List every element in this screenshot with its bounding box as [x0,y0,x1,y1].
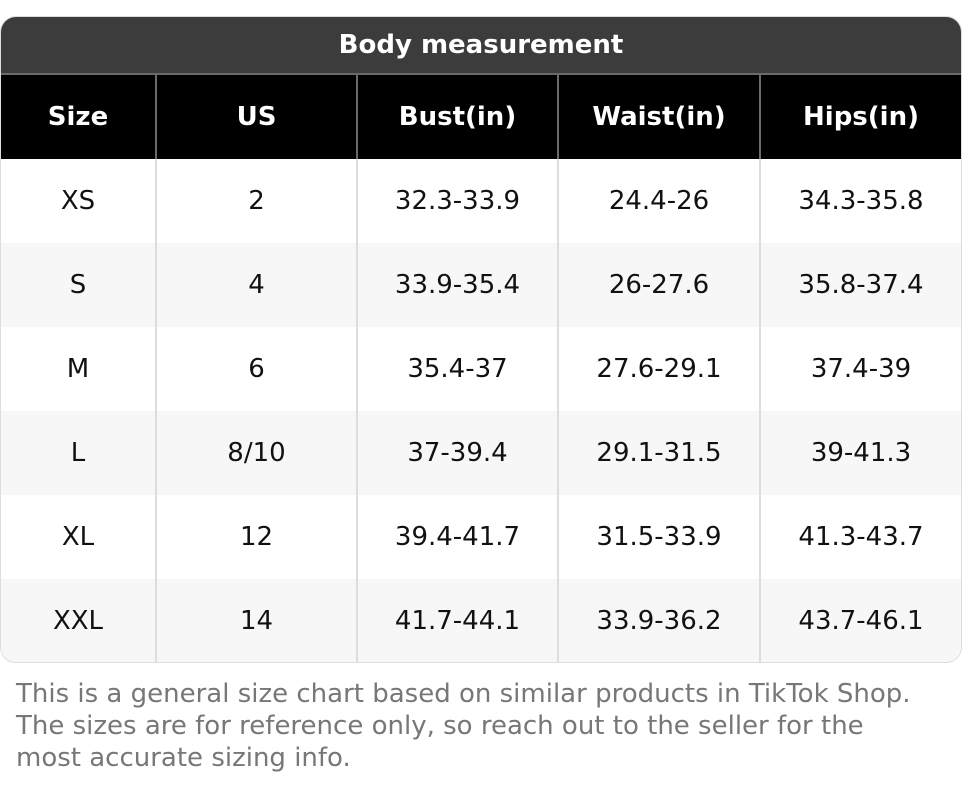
disclaimer-note: This is a general size chart based on si… [16,679,911,773]
table-cell: 27.6-29.1 [557,327,760,411]
table-cell: 39.4-41.7 [356,495,558,579]
table-cell: 37.4-39 [759,327,961,411]
table-cell: 33.9-35.4 [356,243,558,327]
column-header: Size [1,75,156,159]
column-header: US [155,75,357,159]
table-cell: 35.4-37 [356,327,558,411]
table-cell: 4 [155,243,357,327]
table-cell: L [1,411,156,495]
table-cell: 39-41.3 [759,411,961,495]
table-cell: M [66,354,90,384]
table-cell: 33.9-36.2 [557,579,760,662]
table-row: XS 2 32.3-33.9 24.4-26 34.3-35.8 [1,159,961,243]
table-cell: S [1,243,156,327]
table-cell: 41.3-43.7 [759,495,961,579]
table-cell: 6 [155,327,357,411]
table-row: M 6 35.4-37 27.6-29.1 37.4-39 [1,327,961,411]
table-cell: 35.8-37.4 [759,243,961,327]
table-cell: 37-39.4 [356,411,558,495]
size-table: Size US Bust(in) Waist(in) Hips(in) XS 2 3… [1,75,961,662]
column-header: Bust(in) [356,75,558,159]
table-cell: 24.4-26 [557,159,760,243]
table-cell: 34.3-35.8 [759,159,961,243]
table-cell: XL [61,522,95,552]
table-cell: 41.7-44.1 [356,579,558,662]
table-cell: 43.7-46.1 [759,579,961,662]
column-header: Hips(in) [759,75,961,159]
table-cell: 8/10 [155,411,357,495]
table-cell: XS [60,186,96,216]
table-row: XL 12 39.4-41.7 31.5-33.9 41.3-43.7 [1,495,961,579]
table-row: S 4 33.9-35.4 26-27.6 35.8-37.4 [1,243,961,327]
table-cell: 31.5-33.9 [557,495,760,579]
table-row: XXL 14 41.7-44.1 33.9-36.2 43.7-46.1 [1,579,961,662]
table-row: L 8/10 37-39.4 29.1-31.5 39-41.3 [1,411,961,495]
table-cell: 26-27.6 [557,243,760,327]
chart-title: Body measurement [1,17,961,75]
header-row: Size US Bust(in) Waist(in) Hips(in) [1,75,961,159]
table-cell: 12 [155,495,357,579]
column-header: Waist(in) [557,75,760,159]
table-cell: 32.3-33.9 [356,159,558,243]
table-cell: 2 [155,159,357,243]
table-cell: 14 [155,579,357,662]
size-chart-card: Body measurement Size US Bust(in) Waist(… [0,16,962,663]
table-cell: 29.1-31.5 [557,411,760,495]
table-cell: XXL [1,579,156,662]
